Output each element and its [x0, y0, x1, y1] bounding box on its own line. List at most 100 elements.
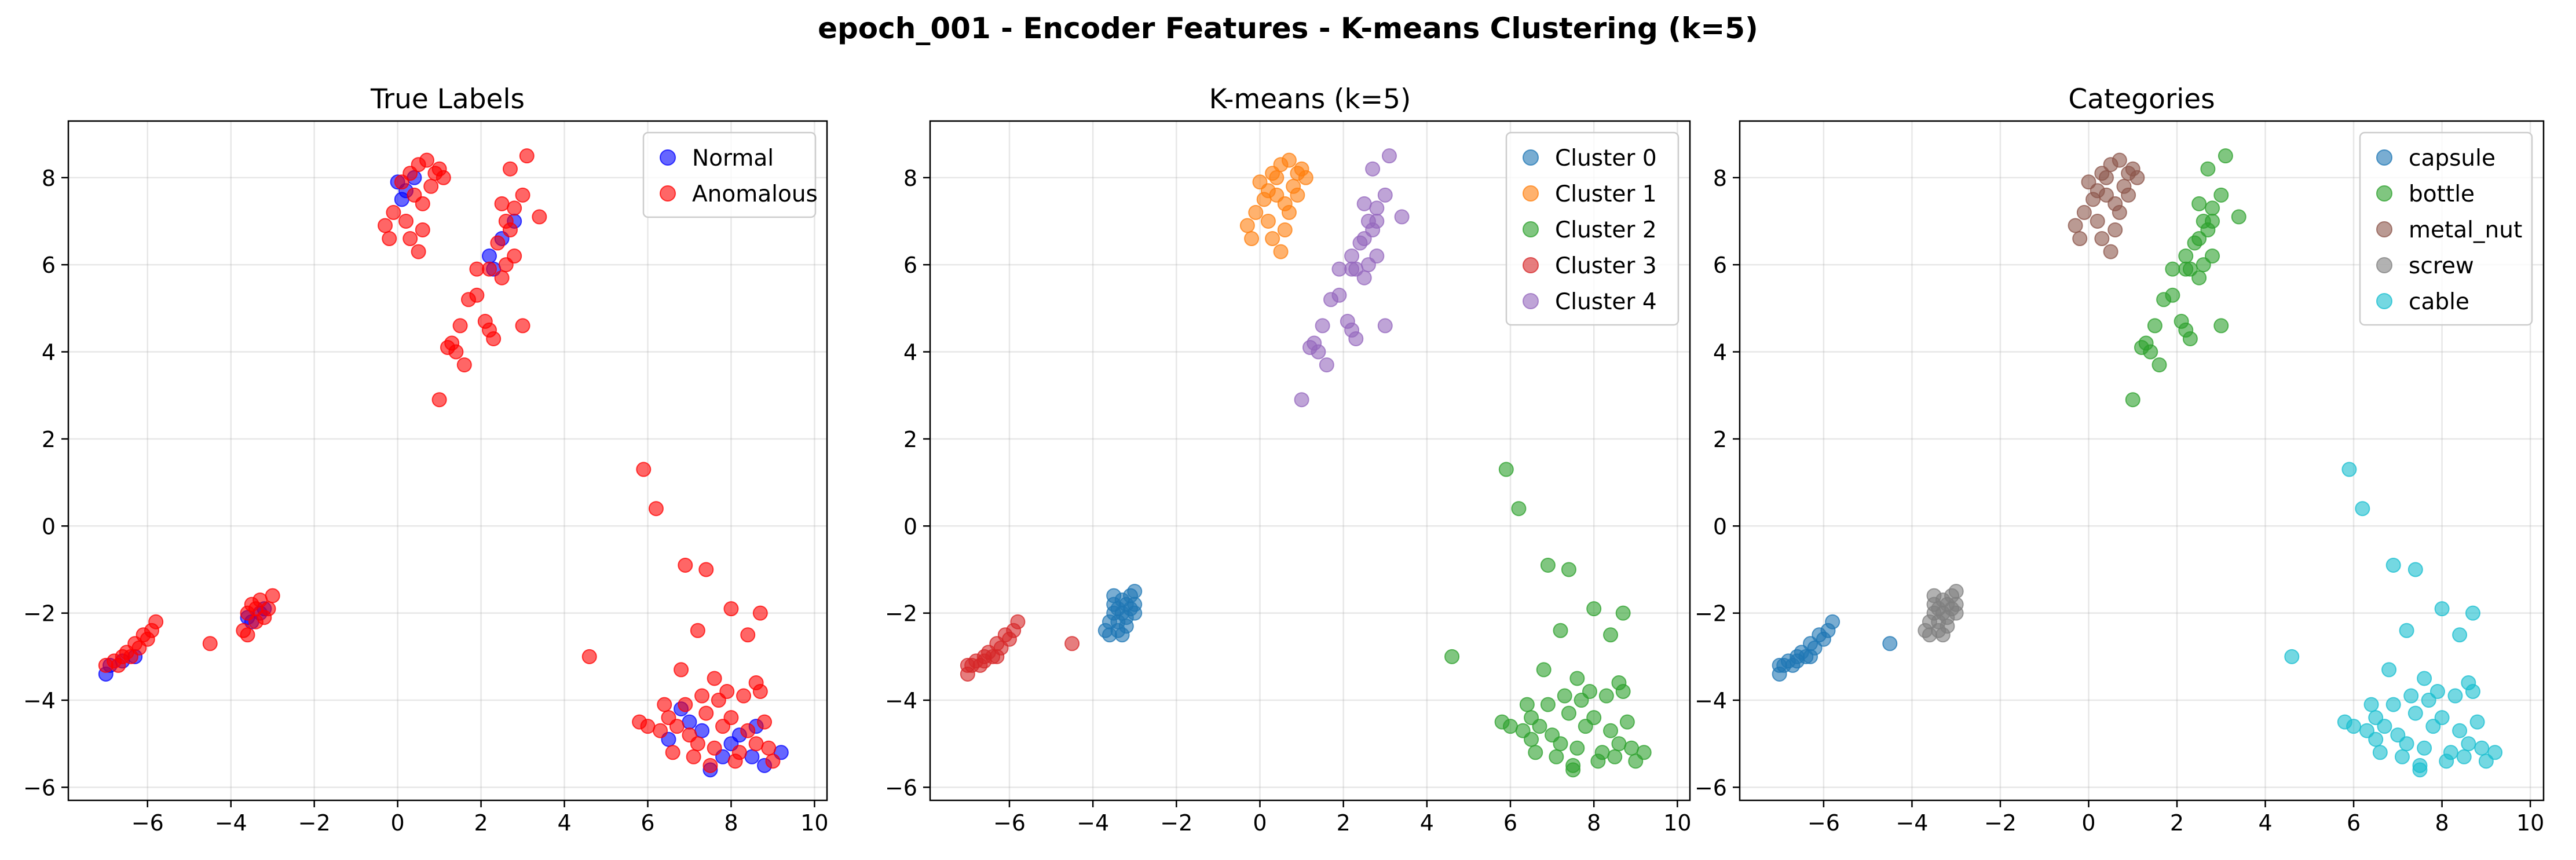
scatter-point [2112, 204, 2127, 220]
x-tick-label: −4 [1077, 810, 1109, 836]
scatter-point [1381, 148, 1397, 164]
x-tick-label: 0 [2081, 810, 2095, 836]
scatter-point [2205, 213, 2220, 229]
scatter-point [1825, 614, 1840, 630]
scatter-point [2182, 331, 2198, 346]
scatter-point [2165, 287, 2180, 303]
scatter-point [723, 601, 739, 617]
scatter-point [2434, 710, 2450, 726]
scatter-point [1636, 745, 1652, 760]
scatter-point [1540, 697, 1556, 712]
scatter-point [2403, 688, 2419, 704]
legend-marker [2376, 257, 2392, 273]
scatter-point [2394, 749, 2410, 764]
scatter-point [2434, 601, 2450, 617]
scatter-point [698, 705, 714, 721]
scatter-point [2346, 719, 2362, 734]
scatter-point [2231, 209, 2246, 225]
scatter-point [1269, 187, 1285, 203]
scatter-point [1369, 248, 1385, 264]
scatter-point [686, 749, 701, 764]
x-tick-label: 6 [1503, 810, 1517, 836]
scatter-point [415, 222, 430, 237]
scatter-point [1010, 614, 1026, 630]
scatter-point [2205, 200, 2220, 216]
scatter-point [1239, 218, 1255, 233]
scatter-point [707, 671, 722, 686]
series-bottle [2125, 148, 2246, 408]
y-tick-label: −6 [1695, 775, 1727, 800]
scatter-point [1603, 627, 1619, 643]
scatter-point [2125, 392, 2140, 408]
series-cluster-3 [960, 614, 1080, 682]
scatter-point [727, 753, 743, 769]
scatter-point [202, 636, 218, 652]
scatter-point [690, 736, 705, 752]
scatter-point [2213, 318, 2229, 334]
x-tick-label: −2 [1160, 810, 1192, 836]
scatter-point [1348, 261, 1364, 277]
scatter-point [481, 261, 497, 277]
scatter-point [2134, 340, 2149, 355]
x-tick-label: 4 [1420, 810, 1434, 836]
scatter-point [1503, 719, 1518, 734]
scatter-point [2421, 693, 2436, 708]
series-capsule [1772, 614, 1898, 682]
scatter-point [657, 697, 672, 712]
legend-label: metal_nut [2409, 217, 2522, 243]
scatter-point [2452, 723, 2468, 738]
scatter-point [678, 557, 693, 573]
scatter-point [1803, 649, 1818, 664]
y-tick-label: 4 [1713, 340, 1727, 365]
scatter-point [515, 187, 530, 203]
scatter-point [415, 196, 430, 211]
scatter-point [398, 213, 414, 229]
scatter-point [2474, 740, 2490, 756]
scatter-point [2200, 161, 2216, 177]
scatter-point [2465, 605, 2480, 621]
y-tick-label: 2 [903, 427, 917, 452]
scatter-point [648, 501, 664, 517]
scatter-point [378, 218, 393, 233]
scatter-point [2191, 196, 2207, 211]
scatter-point [1277, 222, 1293, 237]
scatter-point [2165, 261, 2180, 277]
panel-true-labels: True Labels −6 −4 −2 0 2 4 6 8 10 −6 −4 −2 0 2 4 6 8 Norma… [23, 83, 829, 836]
legend-marker [660, 149, 676, 166]
legend-label: Cluster 0 [1555, 145, 1657, 171]
scatter-point [2417, 740, 2432, 756]
scatter-point [752, 605, 768, 621]
scatter-point [1586, 710, 1602, 726]
scatter-point [678, 697, 693, 712]
scatter-point [1269, 170, 1285, 185]
scatter-point [1569, 671, 1585, 686]
x-tick-label: 0 [391, 810, 405, 836]
series-screw [1918, 584, 1964, 643]
scatter-point [2072, 231, 2088, 247]
x-tick-label: 8 [1587, 810, 1601, 836]
scatter-point [111, 657, 126, 673]
x-tick-label: −4 [215, 810, 247, 836]
series-cluster-4 [1294, 148, 1410, 408]
scatter-point [494, 270, 510, 286]
scatter-point [2385, 557, 2401, 573]
scatter-point [736, 688, 752, 704]
scatter-point [248, 601, 264, 617]
scatter-point [707, 740, 722, 756]
legend-label: Normal [692, 145, 774, 171]
x-tick-label: 10 [800, 810, 828, 836]
scatter-point [1553, 736, 1568, 752]
x-tick-label: −2 [298, 810, 331, 836]
scatter-point [1273, 244, 1289, 259]
panel-title: True Labels [370, 83, 525, 115]
scatter-point [752, 684, 768, 700]
scatter-point [2090, 213, 2105, 229]
legend-marker [1523, 257, 1539, 273]
scatter-point [1557, 688, 1572, 704]
scatter-point [1549, 749, 1564, 764]
legend-marker [2376, 221, 2392, 237]
scatter-point [382, 231, 397, 247]
y-tick-label: 0 [42, 514, 56, 539]
y-tick-label: 4 [903, 340, 917, 365]
